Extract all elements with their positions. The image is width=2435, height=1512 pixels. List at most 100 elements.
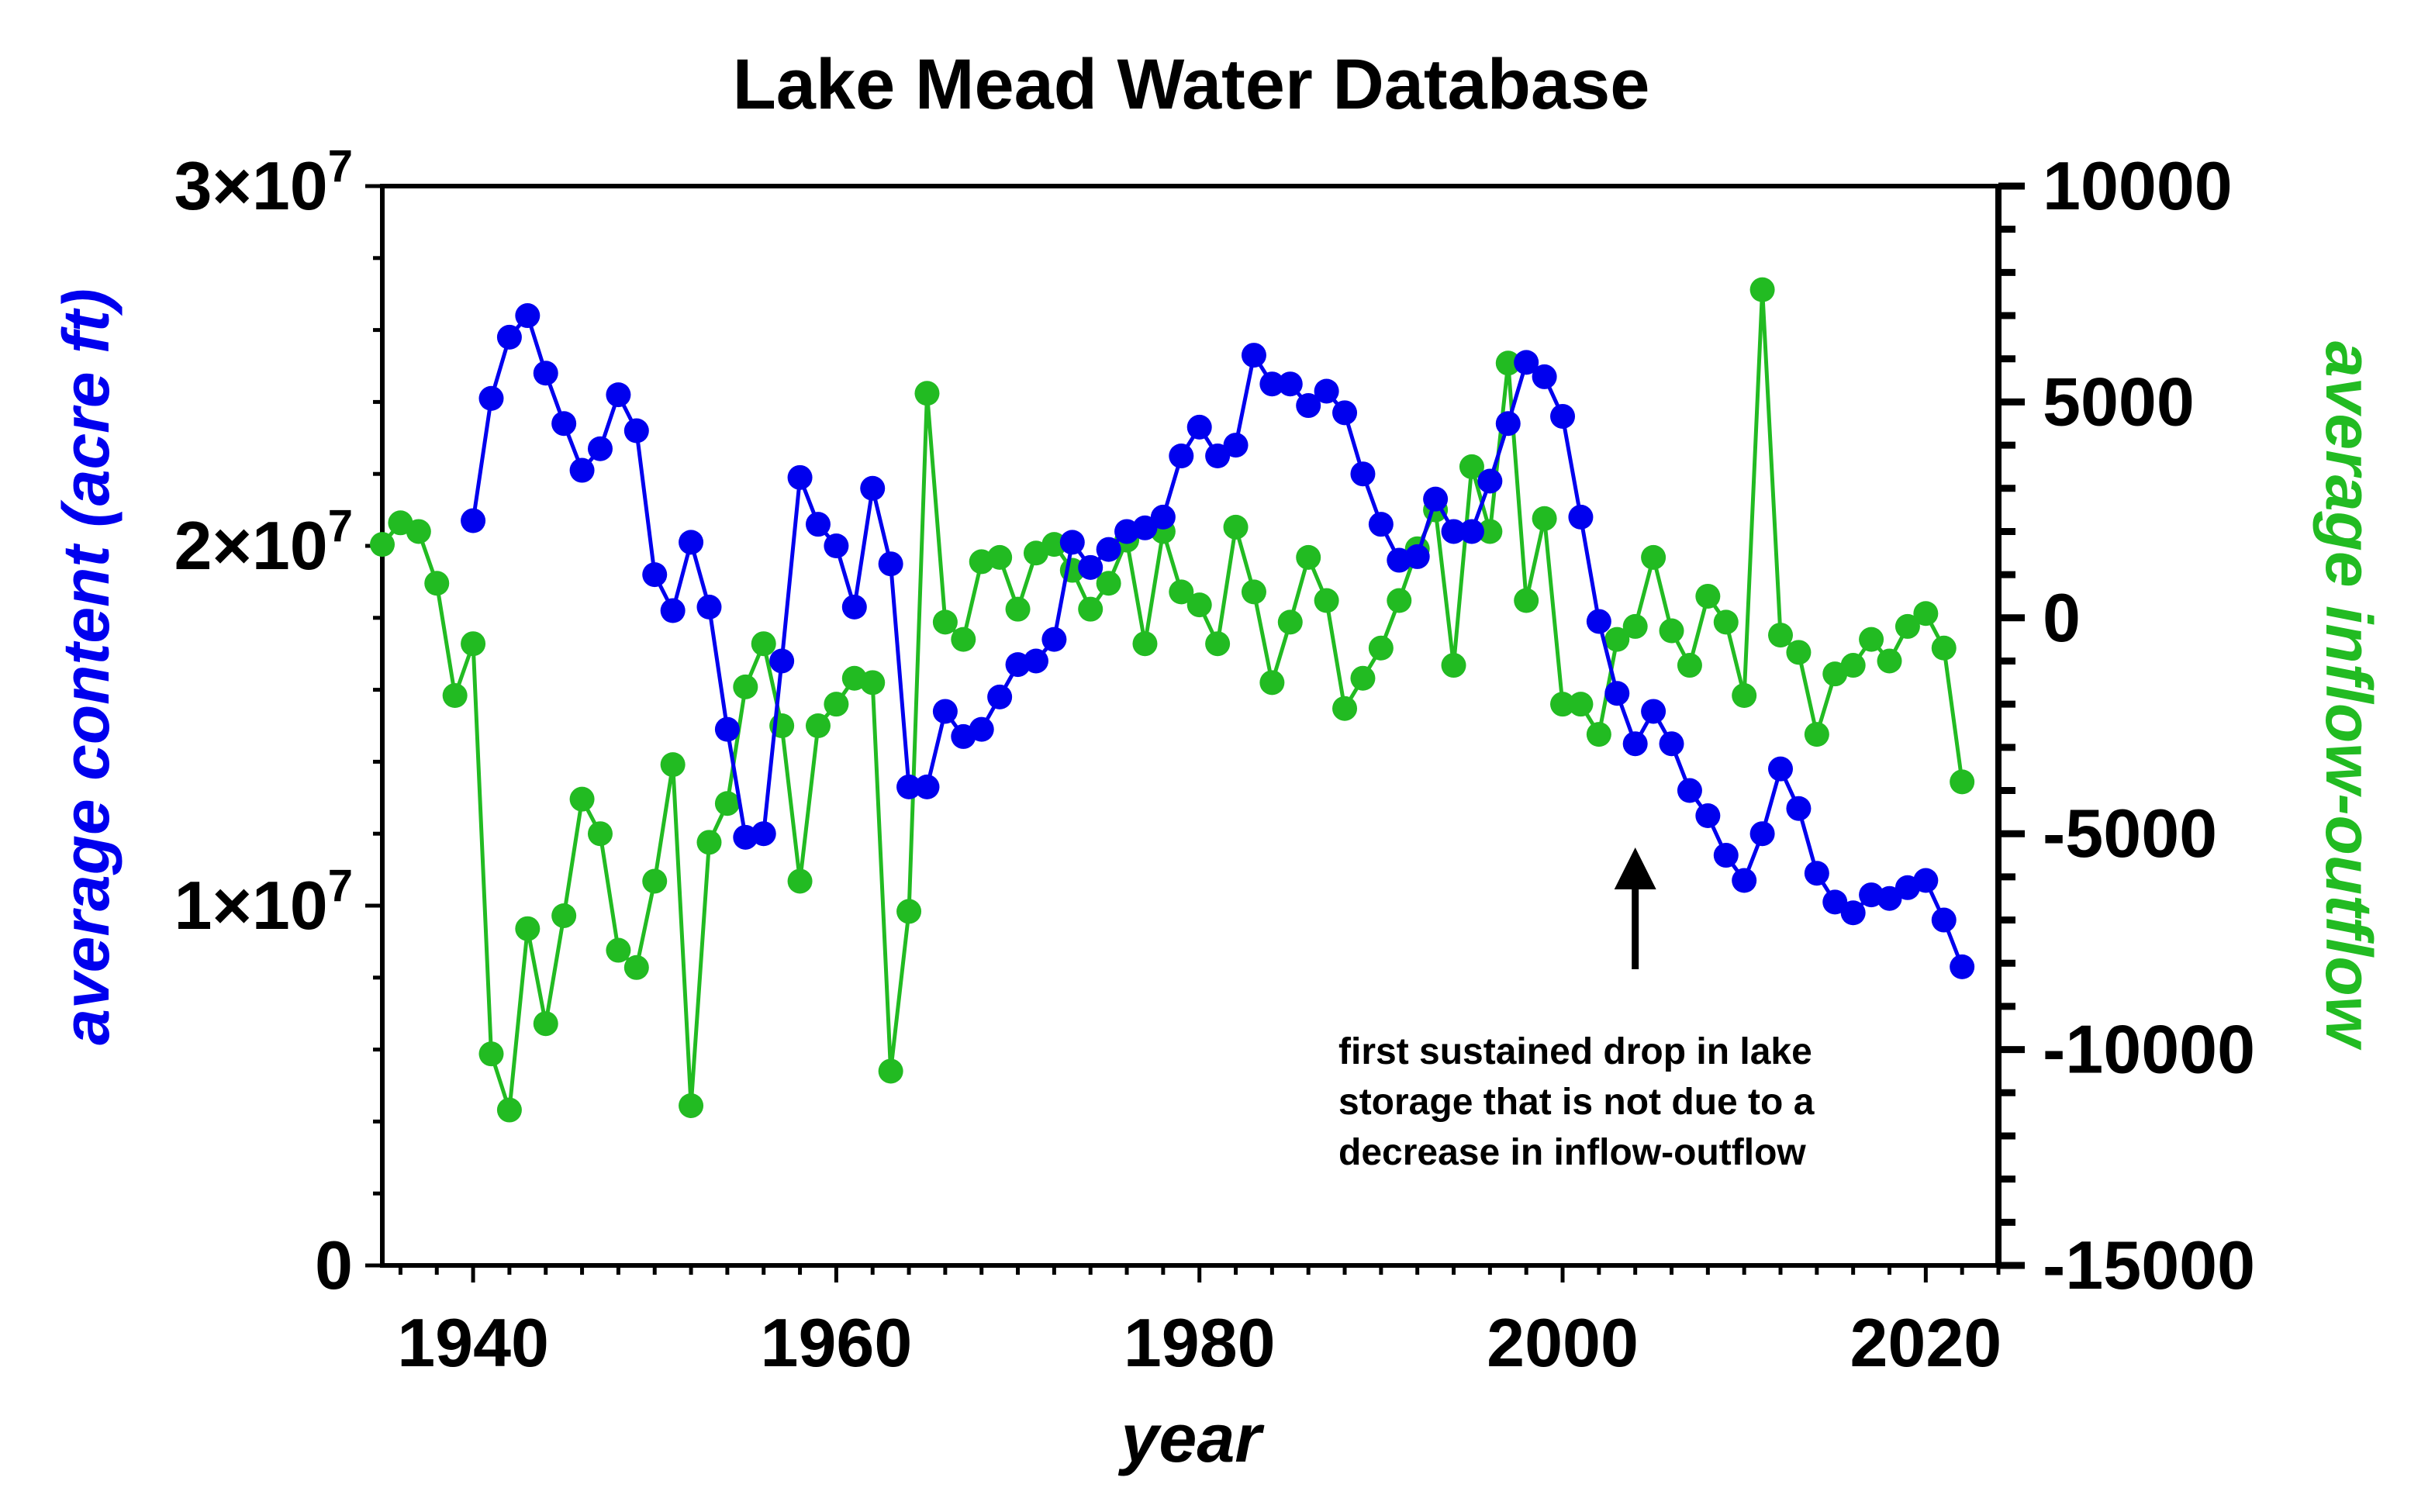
data-point bbox=[679, 530, 704, 555]
data-point bbox=[696, 594, 722, 620]
data-point bbox=[1749, 821, 1775, 847]
data-point bbox=[878, 1058, 903, 1084]
data-point bbox=[1786, 640, 1812, 665]
data-point bbox=[733, 674, 758, 699]
data-point bbox=[1096, 537, 1121, 562]
data-point bbox=[751, 821, 776, 847]
data-point bbox=[1368, 512, 1394, 537]
data-point bbox=[1259, 670, 1285, 696]
tick-labels: 1940 1960 1980 2000 2020 0 1×107 2×107 3×107 1000… bbox=[174, 141, 2256, 1381]
data-point bbox=[1296, 393, 1321, 419]
data-point bbox=[1732, 868, 1757, 893]
data-point bbox=[587, 436, 613, 461]
data-point bbox=[551, 903, 577, 928]
data-point bbox=[515, 303, 541, 329]
data-point bbox=[1913, 868, 1939, 893]
data-point bbox=[751, 631, 776, 657]
data-point bbox=[1604, 681, 1630, 706]
data-point bbox=[1804, 861, 1829, 886]
data-point bbox=[696, 830, 722, 855]
data-point bbox=[1804, 722, 1829, 747]
right-y-tick-label: -10000 bbox=[2043, 1011, 2255, 1088]
data-point bbox=[1768, 756, 1794, 782]
data-point bbox=[787, 464, 813, 490]
axis-ticks bbox=[365, 182, 2025, 1282]
data-point bbox=[533, 1011, 558, 1037]
x-axis-label: year bbox=[1117, 1400, 1265, 1476]
data-point bbox=[1894, 613, 1920, 639]
data-point bbox=[860, 670, 886, 696]
data-point bbox=[1169, 444, 1194, 468]
data-point bbox=[569, 457, 595, 483]
data-point bbox=[623, 418, 649, 444]
right-y-tick-label: -15000 bbox=[2043, 1227, 2255, 1303]
data-point bbox=[1622, 613, 1648, 639]
right-y-tick-label: 10000 bbox=[2043, 147, 2233, 224]
data-point bbox=[805, 713, 831, 738]
data-point bbox=[1568, 504, 1594, 530]
data-point bbox=[824, 692, 849, 717]
data-point bbox=[461, 508, 486, 533]
data-point bbox=[1277, 609, 1303, 635]
data-point bbox=[1695, 803, 1721, 828]
data-point bbox=[551, 411, 577, 437]
series-line bbox=[381, 288, 1964, 1113]
data-point bbox=[1332, 696, 1358, 721]
annotation-line-1: first sustained drop in lake bbox=[1338, 1031, 1812, 1072]
data-point bbox=[1931, 635, 1957, 661]
data-point bbox=[1350, 665, 1376, 691]
data-point bbox=[969, 716, 994, 742]
data-point bbox=[987, 544, 1013, 570]
data-point bbox=[932, 699, 958, 724]
data-point bbox=[1877, 885, 1902, 911]
data-point bbox=[1041, 627, 1067, 652]
data-point bbox=[1913, 601, 1939, 627]
data-point bbox=[1404, 544, 1430, 569]
data-point bbox=[1005, 596, 1031, 622]
data-point bbox=[1368, 635, 1394, 661]
series-inflow-outflow bbox=[370, 277, 1975, 1123]
data-point bbox=[896, 899, 922, 924]
data-point bbox=[1877, 648, 1902, 674]
data-point bbox=[515, 916, 541, 941]
data-point bbox=[1950, 769, 1975, 795]
data-point bbox=[587, 821, 613, 847]
data-point bbox=[1186, 414, 1212, 440]
data-point bbox=[1550, 403, 1576, 429]
left-y-tick-label: 1×107 bbox=[174, 861, 353, 944]
data-point bbox=[1950, 954, 1975, 979]
data-point bbox=[1931, 907, 1957, 933]
data-point bbox=[1423, 486, 1449, 512]
data-point bbox=[642, 562, 668, 588]
x-tick-label: 1940 bbox=[397, 1304, 549, 1381]
data-point bbox=[1495, 411, 1521, 437]
data-point bbox=[987, 684, 1013, 709]
data-point bbox=[1586, 609, 1611, 634]
x-tick-label: 2020 bbox=[1850, 1304, 2002, 1381]
data-point bbox=[1641, 699, 1667, 724]
data-point bbox=[1441, 653, 1466, 678]
right-y-tick-label: -5000 bbox=[2043, 795, 2217, 872]
data-point bbox=[1550, 692, 1576, 717]
data-point bbox=[805, 512, 831, 537]
x-tick-label: 2000 bbox=[1487, 1304, 1639, 1381]
data-point bbox=[424, 571, 450, 596]
data-point bbox=[1568, 692, 1594, 717]
data-point bbox=[660, 598, 686, 623]
data-point bbox=[769, 648, 795, 674]
data-point bbox=[406, 519, 431, 544]
data-point bbox=[1677, 653, 1702, 678]
x-tick-label: 1980 bbox=[1124, 1304, 1276, 1381]
data-point bbox=[878, 551, 903, 577]
data-point bbox=[914, 381, 940, 406]
data-point bbox=[370, 532, 395, 558]
data-point bbox=[1641, 544, 1667, 570]
data-point bbox=[478, 385, 504, 411]
left-y-tick-label: 0 bbox=[315, 1227, 353, 1303]
data-point bbox=[1477, 519, 1503, 544]
data-point bbox=[1840, 653, 1866, 678]
data-point bbox=[1459, 519, 1484, 544]
data-point bbox=[1441, 519, 1466, 544]
x-tick-label: 1960 bbox=[761, 1304, 913, 1381]
data-point bbox=[860, 475, 886, 501]
